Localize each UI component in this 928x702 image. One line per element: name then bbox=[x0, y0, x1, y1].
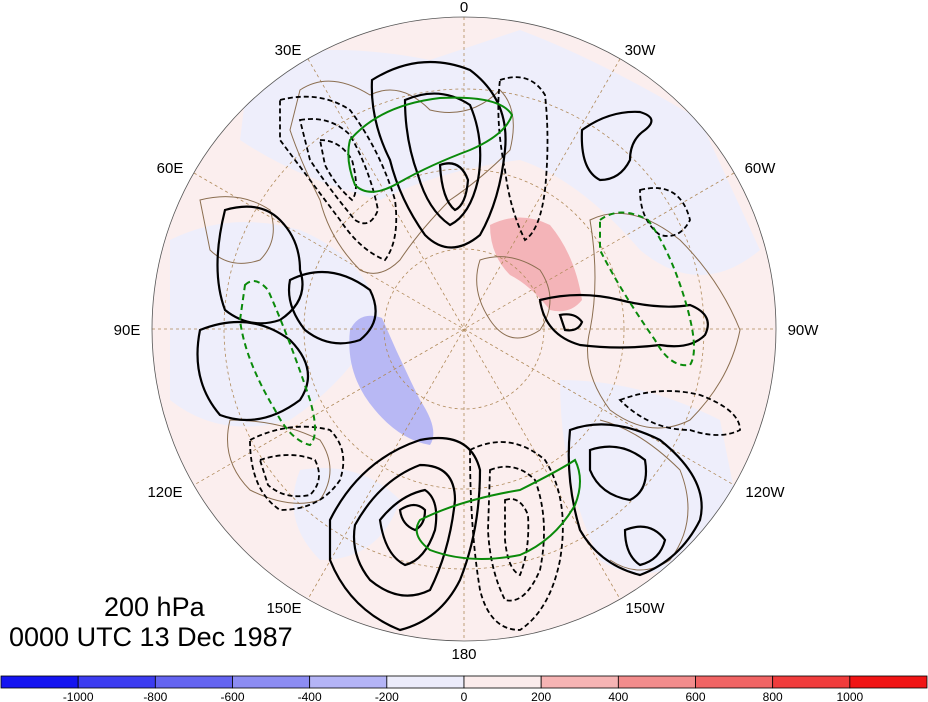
coastlines bbox=[199, 80, 741, 571]
lon-label-60e: 60E bbox=[157, 160, 184, 177]
lon-label-90e: 90E bbox=[114, 322, 141, 339]
negative-contours bbox=[249, 76, 741, 631]
lon-label-0: 0 bbox=[460, 0, 468, 16]
lon-label-120w: 120W bbox=[745, 484, 785, 501]
lon-label-30e: 30E bbox=[275, 42, 302, 59]
valid-time-title: 0000 UTC 13 Dec 1987 bbox=[9, 622, 293, 652]
highlight-contours bbox=[347, 96, 581, 560]
lon-label-120e: 120E bbox=[147, 484, 182, 501]
lon-label-30w: 30W bbox=[625, 42, 657, 59]
lon-label-60w: 60W bbox=[745, 160, 777, 177]
lon-label-150w: 150W bbox=[625, 600, 665, 617]
highlight-dashed-contours bbox=[238, 211, 695, 447]
lon-label-150e: 150E bbox=[266, 600, 301, 617]
positive-contours bbox=[196, 60, 709, 632]
pressure-level-title: 200 hPa bbox=[104, 592, 205, 622]
map-boundary bbox=[151, 16, 777, 642]
lon-label-180: 180 bbox=[451, 646, 476, 663]
lon-label-90w: 90W bbox=[788, 322, 820, 339]
